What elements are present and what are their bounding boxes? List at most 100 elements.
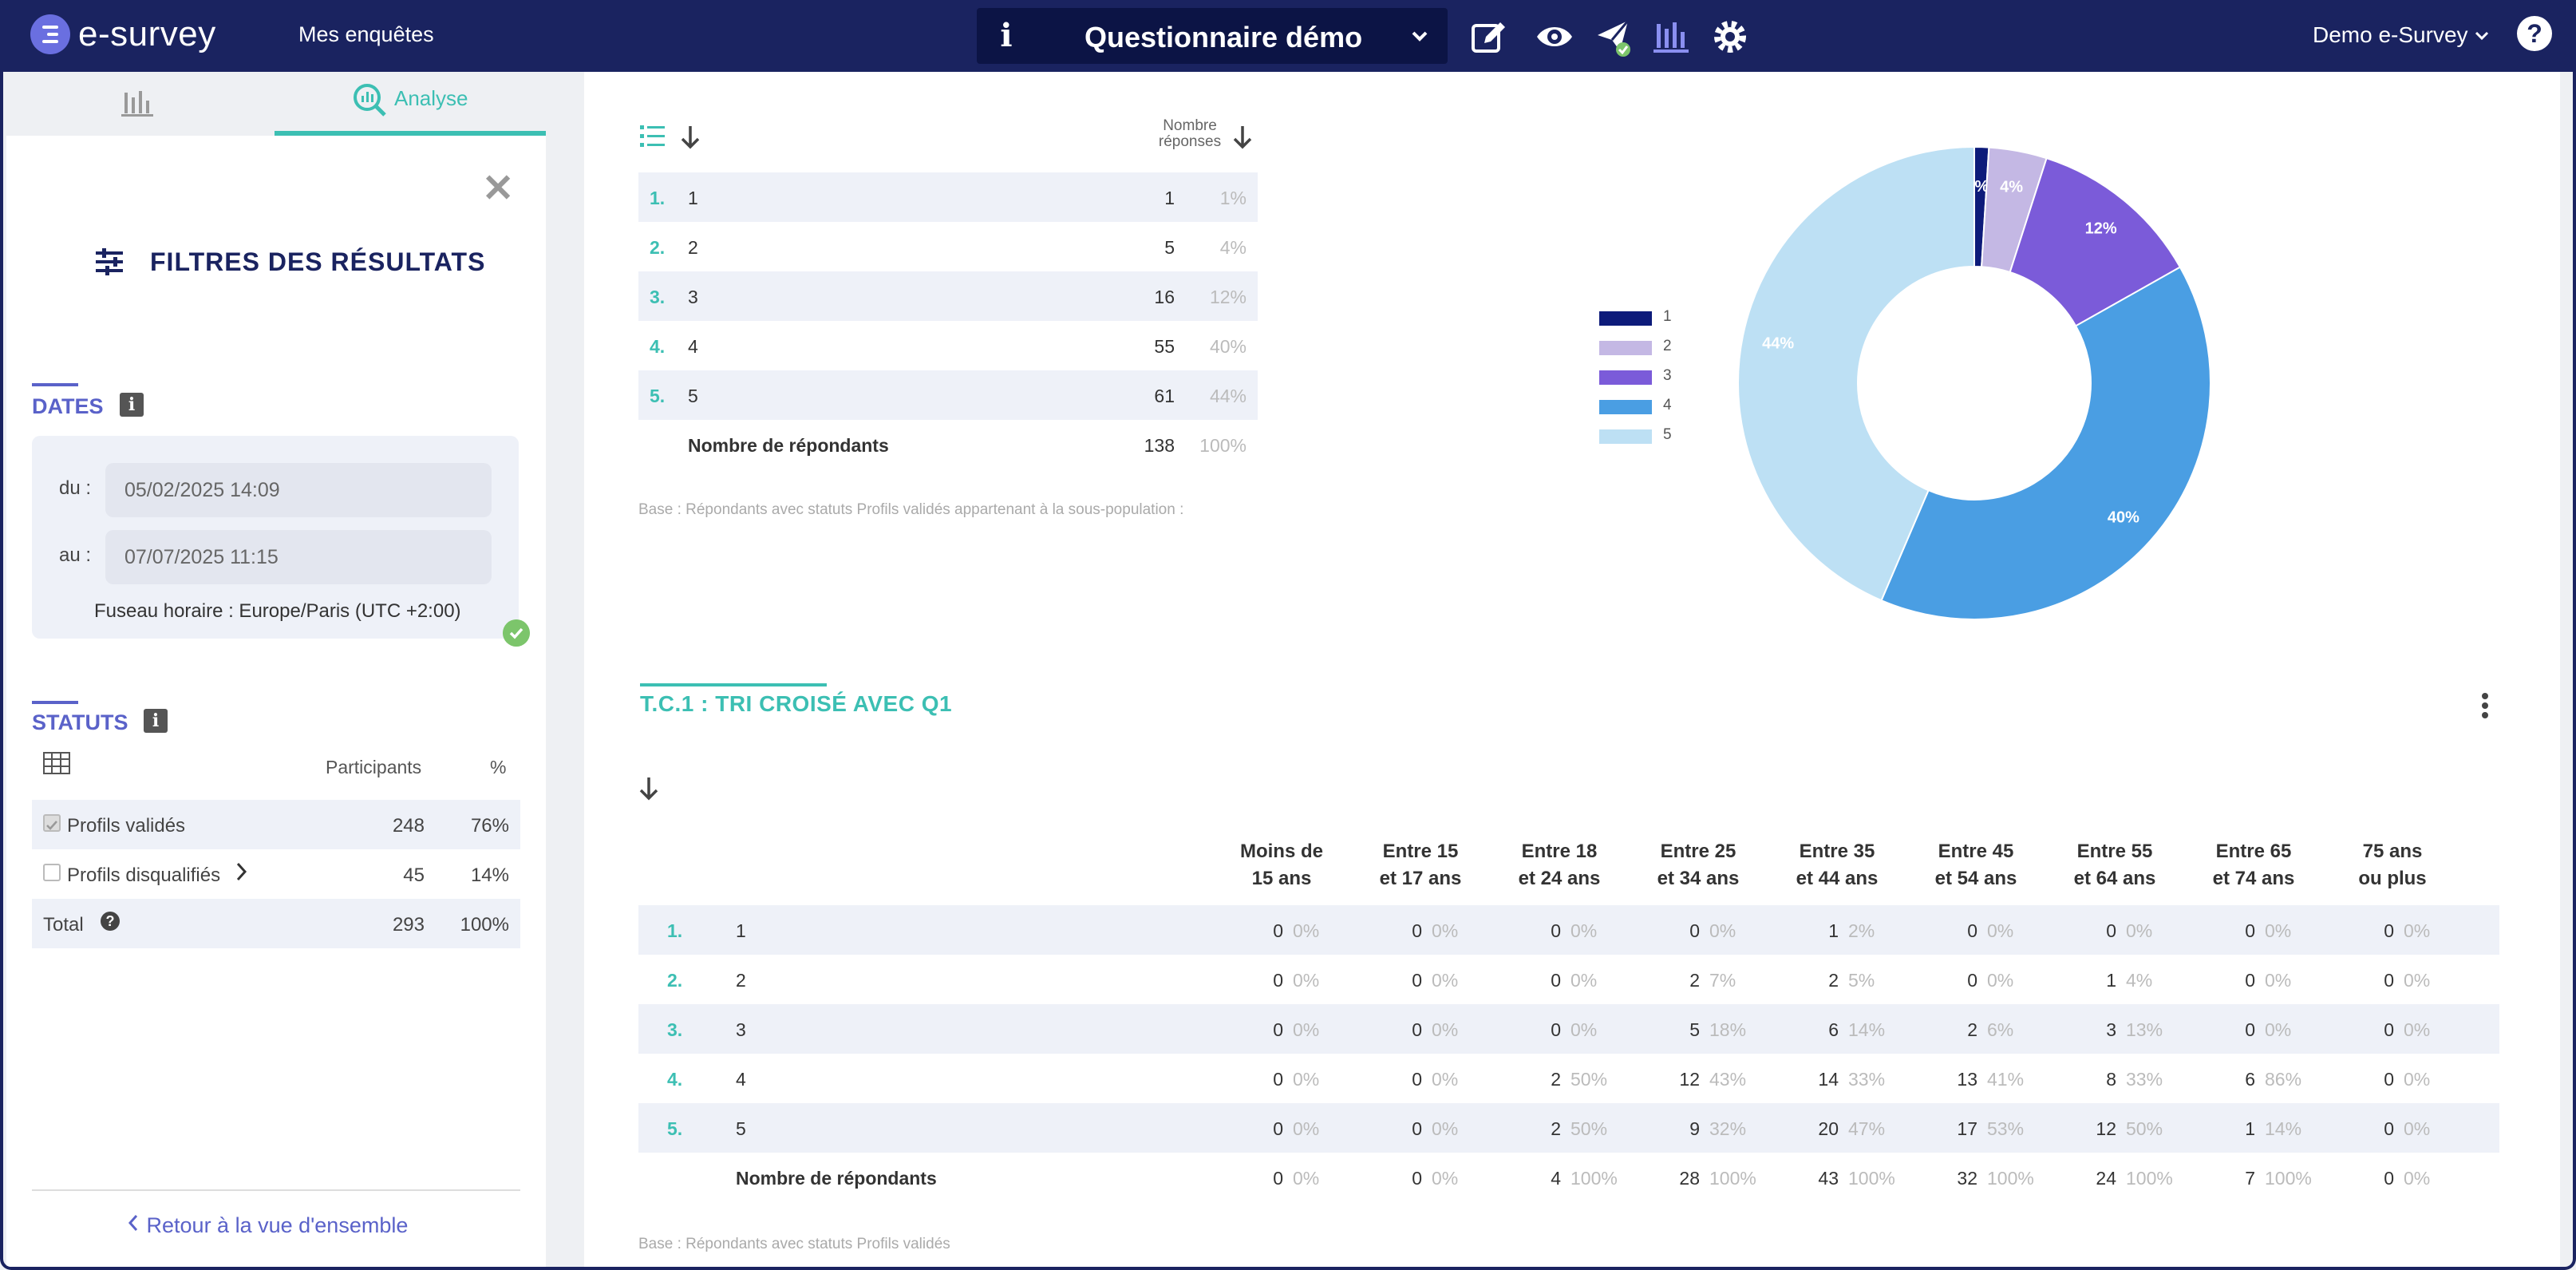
cell-count: 0 xyxy=(1412,920,1422,941)
table-row: 2. 2 0 0% 0 0% 0 0% 2 7% 2 5% 0 0% 1 4% 0 0% 0 0% xyxy=(638,955,2499,1004)
app-logo[interactable]: e-survey xyxy=(30,14,216,54)
checkbox[interactable] xyxy=(43,814,61,832)
cell-pct: 33% xyxy=(2126,1069,2163,1090)
row-label: 3 xyxy=(688,287,698,307)
cell-count: 6 xyxy=(1828,1019,1839,1040)
survey-title: Questionnaire démo xyxy=(1085,21,1363,53)
donut-slice-5[interactable] xyxy=(1737,145,1975,602)
filter-sliders-icon xyxy=(96,248,123,275)
survey-selector[interactable]: i Questionnaire démo xyxy=(977,8,1448,64)
cell-count: 0 xyxy=(2384,920,2394,941)
from-date-input[interactable]: 05/02/2025 14:09 xyxy=(105,463,492,517)
send-icon[interactable] xyxy=(1593,16,1634,57)
cell-pct: 100% xyxy=(1570,1168,1618,1189)
participants-col-header: Participants xyxy=(326,757,422,777)
sort-arrow-down-icon[interactable] xyxy=(678,125,702,150)
section-divider xyxy=(32,383,78,386)
logo-text: e-survey xyxy=(78,14,216,53)
back-to-overview-link[interactable]: Retour à la vue d'ensemble xyxy=(126,1213,408,1238)
col-header-line: et 24 ans xyxy=(1518,868,1601,889)
cell-count: 13 xyxy=(1957,1069,1977,1090)
checkbox[interactable] xyxy=(43,864,61,881)
cell-count: 0 xyxy=(2106,920,2116,941)
table-row: 4. 4 55 40% xyxy=(638,321,1258,370)
cell-pct: 4% xyxy=(2126,970,2153,991)
tab-overview[interactable] xyxy=(6,72,275,136)
user-menu[interactable]: Demo e-Survey xyxy=(2313,22,2490,48)
table-row: 1. 1 0 0% 0 0% 0 0% 0 0% 1 2% 0 0% 0 0% 0 0% 0 0% xyxy=(638,905,2499,955)
row-label: 4 xyxy=(688,336,698,357)
sort-arrow-down-icon[interactable] xyxy=(1231,125,1254,150)
row-pct: 12% xyxy=(1209,287,1247,307)
row-number: 1. xyxy=(650,188,666,208)
results-chart-icon[interactable] xyxy=(1650,16,1692,57)
dates-panel: du : 05/02/2025 14:09 au : 07/07/2025 11… xyxy=(32,436,519,639)
cell-pct: 47% xyxy=(1848,1118,1886,1139)
close-icon[interactable]: ✕ xyxy=(482,168,515,210)
chevron-right-icon[interactable] xyxy=(235,861,249,888)
donut-slice-label: 12% xyxy=(2085,220,2117,238)
col-header-line: Entre 25 xyxy=(1660,841,1736,862)
status-count: 293 xyxy=(392,914,425,936)
cell-count: 9 xyxy=(1689,1118,1700,1139)
cell-count: 28 xyxy=(1679,1168,1700,1189)
tab-analysis[interactable]: Analyse xyxy=(275,72,546,136)
from-label: du : xyxy=(59,477,92,499)
settings-gear-icon[interactable] xyxy=(1709,16,1751,57)
row-count: 5 xyxy=(1164,237,1175,258)
cell-count: 12 xyxy=(2096,1118,2116,1139)
dates-info-icon[interactable]: i xyxy=(120,393,144,417)
table-row[interactable]: Profils validés 248 76% xyxy=(32,800,520,849)
legend-label: 2 xyxy=(1663,338,1672,354)
dates-heading: DATES xyxy=(32,394,104,418)
cell-count: 0 xyxy=(1551,970,1561,991)
col-header-line: Entre 55 xyxy=(2076,841,2153,862)
table-icon[interactable] xyxy=(43,752,70,774)
row-pct: 40% xyxy=(1209,336,1247,357)
statuts-info-icon[interactable]: i xyxy=(144,709,168,733)
cell-pct: 0% xyxy=(1570,1019,1598,1040)
status-label: Total xyxy=(43,914,84,936)
legend-label: 4 xyxy=(1663,397,1672,413)
row-label: 1 xyxy=(736,920,746,941)
col-header-line: et 64 ans xyxy=(2073,868,2156,889)
tab-analysis-label: Analyse xyxy=(394,86,468,110)
eye-icon[interactable] xyxy=(1534,16,1575,57)
row-number: 1. xyxy=(667,920,683,941)
col-header-line: Entre 35 xyxy=(1799,841,1875,862)
crosstab-col-header: Moins de 15 ans xyxy=(1234,838,1329,892)
to-date-input[interactable]: 07/07/2025 11:15 xyxy=(105,530,492,584)
table-row: 5. 5 61 44% xyxy=(638,370,1258,420)
help-icon[interactable]: ? xyxy=(2517,16,2552,51)
cell-count: 2 xyxy=(1551,1069,1561,1090)
col-header-line: Entre 65 xyxy=(2215,841,2292,862)
donut-slice-4[interactable] xyxy=(1880,266,2211,620)
cell-count: 2 xyxy=(1551,1118,1561,1139)
row-number: 2. xyxy=(650,237,666,258)
more-options-icon[interactable] xyxy=(2480,691,2490,720)
sort-arrow-down-icon[interactable] xyxy=(637,776,661,801)
cell-pct: 0% xyxy=(2404,1118,2431,1139)
cell-count: 32 xyxy=(1957,1168,1977,1189)
legend-swatch xyxy=(1599,341,1652,355)
cell-count: 0 xyxy=(1273,1168,1283,1189)
chevron-down-icon xyxy=(2475,31,2489,41)
cell-count: 0 xyxy=(1412,1019,1422,1040)
cell-pct: 0% xyxy=(2265,970,2292,991)
table-row[interactable]: Profils disqualifiés 45 14% xyxy=(32,849,520,899)
help-circle-icon[interactable]: ? xyxy=(101,912,120,931)
cell-pct: 0% xyxy=(1432,920,1459,941)
my-surveys-link[interactable]: Mes enquêtes xyxy=(298,22,434,46)
info-icon[interactable]: i xyxy=(1000,17,1013,54)
cell-count: 0 xyxy=(1689,920,1700,941)
table-row: 5. 5 0 0% 0 0% 2 50% 9 32% 20 47% 17 53% 12 50% 1 14% 0 0% xyxy=(638,1103,2499,1153)
ordered-list-icon[interactable] xyxy=(638,123,667,150)
cell-count: 0 xyxy=(1273,970,1283,991)
row-pct: 4% xyxy=(1219,237,1247,258)
status-pct: 14% xyxy=(470,864,509,886)
cell-count: 24 xyxy=(2096,1168,2116,1189)
cell-count: 7 xyxy=(2245,1168,2255,1189)
donut-slice-3[interactable] xyxy=(2009,156,2182,327)
edit-icon[interactable] xyxy=(1468,16,1510,57)
cell-count: 0 xyxy=(1412,1168,1422,1189)
